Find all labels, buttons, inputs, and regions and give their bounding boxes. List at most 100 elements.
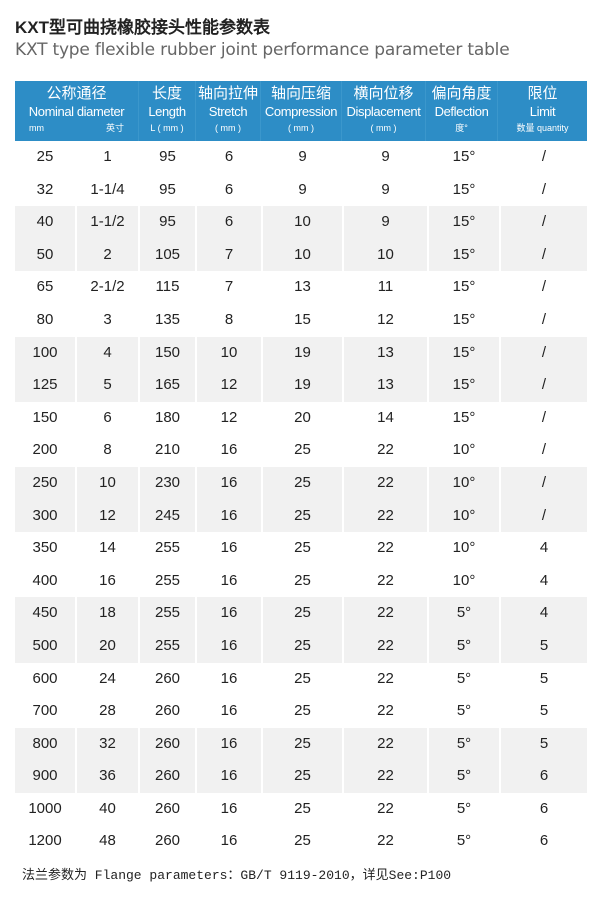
table-cell: 22 [344, 629, 427, 663]
table-cell: 16 [220, 832, 238, 850]
table-cell: 10° [452, 441, 476, 459]
table-cell: 15° [429, 336, 499, 370]
table-cell: 25 [36, 148, 54, 165]
table-cell: 250 [15, 466, 75, 500]
table-cell: 22 [377, 571, 394, 589]
table-cell: 15° [452, 408, 476, 426]
table-cell: 4 [77, 336, 138, 370]
table-cell: 19 [263, 369, 342, 402]
table-cell: 4 [539, 571, 549, 589]
table-cell: 2-1/2 [90, 278, 125, 296]
table-cell: / [501, 466, 587, 500]
table-cell: 28 [99, 702, 116, 720]
table-cell: 245 [140, 499, 195, 533]
table-cell: 150 [140, 336, 195, 370]
table-cell: 8 [224, 310, 234, 328]
table-cell: 1-1/4 [90, 180, 125, 198]
table-cell: / [541, 180, 547, 198]
table-row: 1000 40 260 16 25 22 5° 6 [15, 793, 587, 826]
table-cell: 10° [429, 466, 499, 500]
table-row: 65 2-1/2 115 7 13 11 15° / [15, 271, 587, 304]
header-zh: 横向位移 [353, 85, 414, 102]
table-row: 40 1-1/2 95 6 10 9 15° / [15, 206, 587, 239]
table-cell: / [541, 278, 547, 296]
header-unit: ( mm ) [288, 123, 314, 133]
table-row: 800 32 260 16 25 22 5° 5 [15, 727, 587, 761]
table-cell: 25 [263, 499, 342, 533]
table-cell: 13 [294, 278, 311, 296]
table-cell: 22 [344, 727, 427, 761]
table-cell: 135 [154, 310, 181, 328]
table-cell: 9 [344, 206, 427, 239]
table-cell: 22 [344, 466, 427, 500]
table-cell: 25 [263, 597, 342, 630]
table-cell: 5 [539, 702, 549, 720]
table-cell: 15° [452, 278, 476, 296]
table-cell: 10° [429, 499, 499, 533]
table-cell: 6 [501, 760, 587, 793]
table-cell: 25 [294, 832, 311, 850]
table-cell: 16 [197, 499, 261, 533]
table-cell: 32 [36, 180, 54, 198]
table-cell: 12 [377, 310, 394, 328]
title-chinese: KXT型可曲挠橡胶接头性能参数表 [15, 18, 270, 37]
table-cell: 25 [263, 466, 342, 500]
table-cell: 22 [377, 702, 394, 720]
footer-note: 法兰参数为 Flange parameters：GB/T 9119-2010，详… [22, 868, 452, 883]
header-unit: L ( mm ) [150, 123, 184, 133]
table-cell: 22 [377, 539, 394, 557]
table-cell: 22 [377, 441, 394, 459]
table-cell: 16 [220, 539, 238, 557]
header-unit: ( mm ) [215, 123, 241, 133]
table-cell: 5° [429, 629, 499, 663]
table-cell: 10 [263, 238, 342, 272]
table-cell: 500 [15, 629, 75, 663]
table-cell: 95 [140, 206, 195, 239]
table-cell: 22 [377, 669, 394, 687]
table-cell: 95 [159, 180, 176, 198]
table-cell: 1-1/2 [77, 206, 138, 239]
table-cell: 10 [197, 336, 261, 370]
table-cell: 16 [197, 466, 261, 500]
table-cell: 80 [36, 310, 54, 328]
table-cell: 25 [294, 799, 311, 817]
table-cell: 6 [539, 832, 549, 850]
table-cell: / [541, 441, 547, 459]
table-cell: 5 [501, 629, 587, 663]
table-cell: 10 [263, 206, 342, 239]
table-cell: / [541, 148, 547, 165]
table-cell: 4 [501, 597, 587, 630]
table-cell: 25 [263, 629, 342, 663]
table-cell: 2 [77, 238, 138, 272]
table-cell: 450 [15, 597, 75, 630]
table-cell: 260 [140, 760, 195, 793]
header-zh: 公称通径 [46, 85, 107, 102]
table-row: 700 28 260 16 25 22 5° 5 [15, 695, 587, 728]
table-cell: 25 [263, 760, 342, 793]
table-cell: 255 [154, 539, 181, 557]
table-cell: 255 [140, 597, 195, 630]
header-en: Stretch [208, 104, 248, 119]
table-cell: 25 [294, 539, 311, 557]
table-cell: 6 [539, 799, 549, 817]
table-cell: 9 [298, 180, 307, 198]
table-cell: 12 [220, 408, 238, 426]
table-cell: 10° [452, 539, 476, 557]
table-cell: 25 [294, 441, 311, 459]
table-cell: 350 [32, 539, 58, 557]
table-cell: 150 [32, 408, 58, 426]
table-cell: 9 [381, 180, 390, 198]
table-cell: 260 [140, 727, 195, 761]
table-cell: / [501, 238, 587, 272]
table-cell: 6 [197, 206, 261, 239]
table-cell: 100 [15, 336, 75, 370]
table-cell: 25 [294, 669, 311, 687]
header-en: Nominal diameter [28, 104, 125, 119]
header-zh: 轴向拉伸 [197, 85, 258, 102]
header-unit: ( mm ) [370, 123, 397, 133]
table-cell: 6 [224, 180, 234, 198]
table-cell: 260 [154, 669, 181, 687]
table-cell: 6 [103, 408, 112, 426]
table-cell: 3 [103, 310, 112, 328]
table-cell: 700 [32, 702, 58, 720]
